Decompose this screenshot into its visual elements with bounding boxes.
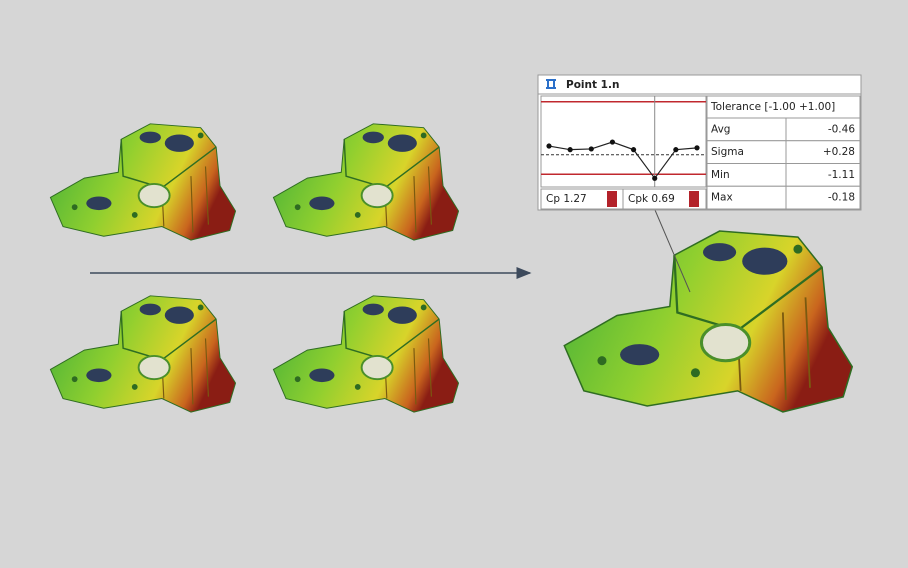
row-label: Max bbox=[711, 192, 733, 204]
chart-area bbox=[541, 96, 706, 187]
part-thumbnail bbox=[273, 296, 458, 412]
part-thumbnail bbox=[50, 124, 235, 240]
row-label: Sigma bbox=[711, 146, 744, 158]
cpk-label: Cpk 0.69 bbox=[628, 193, 675, 205]
data-point bbox=[652, 176, 657, 181]
data-point bbox=[673, 147, 678, 152]
cp-label: Cp 1.27 bbox=[546, 193, 587, 205]
data-point bbox=[610, 139, 615, 144]
data-point bbox=[631, 147, 636, 152]
row-value: -0.46 bbox=[828, 123, 855, 135]
row-value: -0.18 bbox=[828, 192, 855, 204]
data-point bbox=[589, 146, 594, 151]
part-thumbnail bbox=[273, 124, 458, 240]
data-point bbox=[568, 147, 573, 152]
data-point bbox=[694, 145, 699, 150]
cp-indicator bbox=[607, 191, 617, 207]
row-label: Avg bbox=[711, 123, 730, 135]
part-large bbox=[564, 231, 852, 412]
stats-table: Avg -0.46 Sigma +0.28 Min -1.11 Max -0.18 bbox=[707, 118, 860, 209]
row-value: +0.28 bbox=[823, 146, 855, 158]
row-label: Min bbox=[711, 169, 730, 181]
cpk-indicator bbox=[689, 191, 699, 207]
part-thumbnail bbox=[50, 296, 235, 412]
row-value: -1.11 bbox=[828, 169, 855, 181]
screenshot: Point 1.n Cp 1.27 Cpk 0.69 Tolerance [-1… bbox=[0, 0, 908, 568]
panel-title: Point 1.n bbox=[566, 79, 619, 91]
panel: Point 1.n Cp 1.27 Cpk 0.69 Tolerance [-1… bbox=[538, 75, 861, 210]
data-point bbox=[546, 143, 551, 148]
tolerance-label: Tolerance [-1.00 +1.00] bbox=[710, 101, 835, 113]
